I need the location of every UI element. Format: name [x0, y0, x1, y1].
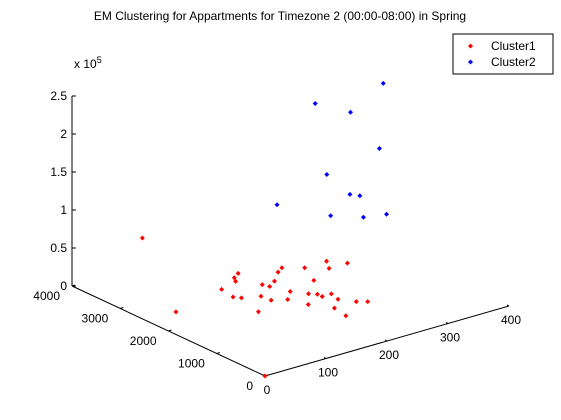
y-axis-tick-label: 2000: [130, 334, 157, 348]
legend-box: [452, 33, 554, 75]
y-axis-tick-label: 3000: [82, 312, 109, 326]
cluster2-point: [384, 211, 390, 217]
y-axis-tick-mark: [120, 307, 124, 309]
cluster1-point: [305, 301, 311, 307]
x-axis-tick-label: 0: [264, 383, 271, 397]
cluster1-point: [255, 309, 261, 315]
x-axis-tick-label: 400: [501, 313, 521, 327]
z-axis-tick-label: 0.5: [50, 241, 67, 255]
x-axis-tick-mark: [323, 357, 327, 359]
z-axis-multiplier: x 105: [74, 55, 102, 71]
cluster2-point: [312, 101, 318, 107]
x-axis-tick-label: 100: [318, 366, 338, 380]
cluster1-point: [328, 291, 334, 297]
cluster1-point: [311, 277, 317, 283]
cluster2-point: [380, 80, 386, 86]
cluster2-point: [274, 202, 280, 208]
cluster1-point: [285, 296, 291, 302]
cluster1-point: [275, 269, 281, 275]
cluster1-point: [324, 258, 330, 264]
cluster1-point: [302, 265, 308, 271]
cluster1-point: [262, 373, 268, 379]
cluster1-point: [268, 297, 274, 303]
x-axis-tick-label: 300: [440, 331, 460, 345]
z-axis-tick-label: 2.5: [50, 89, 67, 103]
cluster1-point: [344, 260, 350, 266]
y-axis-tick-label: 1000: [178, 357, 205, 371]
cluster1-point: [173, 309, 179, 315]
x-axis-tick-mark: [506, 304, 510, 307]
data-points: [139, 80, 390, 379]
cluster2-point: [324, 172, 330, 178]
x-axis-tick-label: 200: [379, 348, 399, 362]
cluster1-point: [343, 313, 349, 319]
cluster1-point: [267, 283, 273, 289]
cluster1-point: [258, 293, 264, 299]
cluster1-point: [335, 296, 341, 302]
cluster1-point: [230, 294, 236, 300]
z-axis-tick-label: 1: [60, 203, 67, 217]
cluster2-point: [348, 109, 353, 115]
legend: Cluster1 Cluster2: [452, 33, 554, 75]
cluster2-point: [357, 193, 363, 199]
cluster2-point: [347, 191, 353, 197]
z-multiplier-exponent: 5: [97, 55, 102, 65]
cluster1-point: [287, 288, 293, 294]
cluster1-point: [235, 270, 241, 276]
cluster1-point: [353, 299, 359, 305]
cluster1-point: [365, 299, 371, 305]
z-axis-tick-label: 2: [60, 127, 67, 141]
cluster1-point: [259, 282, 265, 288]
y-axis-tick-mark: [216, 352, 220, 354]
y-axis-tick-mark: [168, 329, 172, 332]
cluster1-point: [233, 278, 239, 284]
cluster2-point: [360, 214, 366, 220]
z-axis-tick-label: 1.5: [50, 165, 67, 179]
cluster1-point: [238, 295, 244, 301]
cluster1-point: [319, 293, 325, 299]
cluster1-point: [314, 291, 320, 297]
y-axis-tick-label: 0: [246, 379, 253, 393]
legend-marker-cluster1: [468, 43, 473, 49]
cluster1-point: [331, 305, 337, 311]
z-multiplier-base: x 10: [74, 57, 97, 71]
cluster2-point: [328, 213, 334, 219]
legend-label-cluster2: Cluster2: [491, 55, 536, 69]
cluster2-point: [376, 146, 382, 152]
y-axis-tick-label: 4000: [33, 289, 60, 303]
cluster1-point: [219, 286, 225, 292]
x-axis-tick-mark: [384, 339, 388, 342]
cluster1-point: [306, 291, 312, 297]
legend-label-cluster1: Cluster1: [491, 39, 536, 53]
z-axis-tick-label: 0: [60, 279, 67, 293]
cluster1-point: [279, 265, 285, 271]
chart-title: EM Clustering for Appartments for Timezo…: [94, 9, 466, 23]
x-axis-tick-mark: [445, 322, 449, 324]
legend-marker-cluster2: [468, 59, 473, 65]
cluster1-point: [271, 278, 277, 284]
cluster1-point: [326, 265, 332, 271]
axis-ticks: 01002003004000100020003000400000.511.522…: [33, 89, 521, 397]
cluster1-point: [139, 235, 145, 241]
